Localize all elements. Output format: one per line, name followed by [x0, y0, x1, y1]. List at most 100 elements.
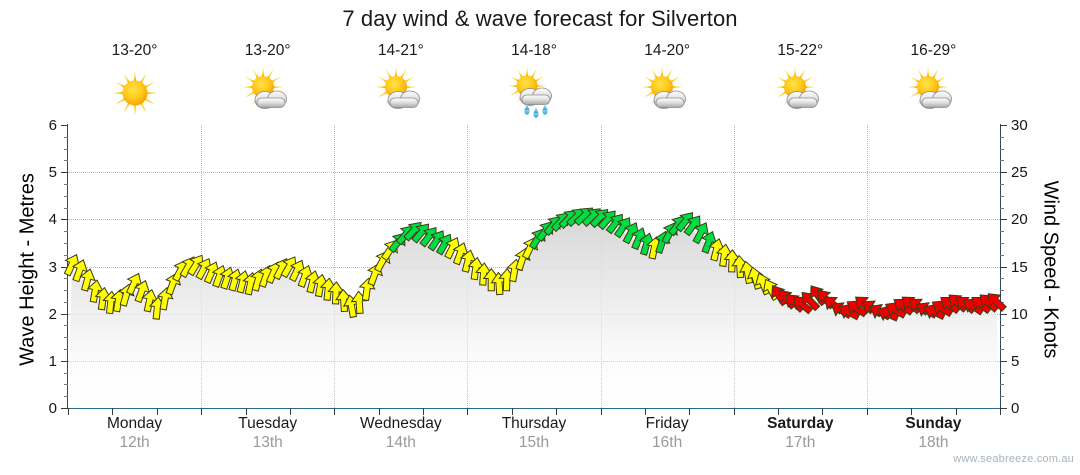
left-tick-label: 2: [48, 305, 57, 323]
series-layer: [63, 207, 1007, 408]
left-tick-label: 6: [48, 117, 57, 134]
gridline-horizontal: [68, 219, 1000, 221]
x-tick: [644, 408, 646, 415]
left-minor-tick: [64, 195, 68, 197]
left-tick-label: 1: [48, 352, 57, 370]
day-of-week: Wednesday: [360, 415, 442, 432]
day-of-month: 14th: [385, 434, 416, 451]
x-tick: [68, 408, 69, 415]
left-minor-tick: [64, 290, 68, 292]
right-tick-label: 20: [1011, 211, 1028, 229]
day-of-week: Saturday: [767, 415, 834, 432]
x-tick: [511, 408, 513, 415]
left-minor-tick: [64, 372, 68, 374]
day-of-week: Friday: [645, 415, 689, 432]
right-tick: [1000, 125, 1007, 126]
day-label-tuesday: Tuesday 13th: [198, 414, 338, 453]
left-minor-tick: [64, 325, 68, 327]
right-tick-label: 25: [1011, 164, 1028, 182]
x-tick: [822, 408, 824, 415]
partly-cloudy-icon: [863, 66, 1003, 124]
right-tick: [1000, 172, 1007, 174]
right-minor-tick: [1000, 396, 1004, 398]
partly-cloudy-icon: [730, 66, 870, 124]
right-minor-tick: [1000, 231, 1004, 233]
left-axis-title: Wave Height - Metres: [16, 173, 39, 366]
left-minor-tick: [64, 301, 68, 303]
sun-cloud-rain-icon: [464, 66, 604, 124]
day-label-friday: Friday 16th: [597, 414, 737, 453]
right-minor-tick: [1000, 207, 1004, 209]
partly-cloudy-icon: [331, 66, 471, 124]
watermark: www.seabreeze.com.au: [953, 453, 1074, 465]
right-tick-label: 30: [1011, 117, 1028, 134]
left-tick: [61, 172, 68, 174]
x-tick: [778, 408, 780, 415]
day-of-month: 16th: [652, 434, 683, 451]
left-tick-label: 3: [48, 258, 57, 276]
right-tick-label: 10: [1011, 305, 1028, 323]
gridline-vertical: [334, 125, 336, 408]
wind-arrow: [79, 268, 96, 292]
x-tick: [689, 408, 691, 415]
x-tick: [112, 408, 114, 415]
day-of-month: 15th: [518, 434, 550, 451]
day-label-wednesday: Wednesday 14th: [331, 414, 471, 453]
left-minor-tick: [64, 207, 68, 209]
right-tick: [1000, 266, 1007, 268]
right-minor-tick: [1000, 325, 1004, 327]
day-of-week: Tuesday: [238, 415, 298, 432]
x-tick: [1000, 408, 1001, 415]
left-tick: [61, 266, 68, 268]
right-tick: [1000, 313, 1007, 315]
right-tick: [1000, 360, 1007, 362]
day-label-saturday: Saturday 17th: [730, 414, 870, 453]
day-of-month: 13th: [252, 434, 283, 451]
day-of-month: 17th: [785, 434, 816, 451]
wind-arrow: [987, 293, 1007, 312]
left-tick-label: 5: [48, 164, 57, 182]
temperature-range-monday: 13-20°: [111, 42, 158, 59]
right-tick-label: 15: [1011, 258, 1028, 276]
right-tick: [1000, 219, 1007, 221]
left-minor-tick: [64, 160, 68, 162]
x-tick: [245, 408, 247, 415]
x-tick: [467, 408, 469, 415]
sunny-icon: [65, 66, 205, 124]
gridline-horizontal: [68, 172, 1000, 174]
temperature-range-thursday: 14-18°: [511, 42, 557, 59]
x-tick: [556, 408, 558, 415]
left-minor-tick: [64, 254, 68, 256]
day-of-week: Thursday: [501, 415, 567, 432]
right-minor-tick: [1000, 372, 1004, 374]
bottom-spine: [67, 408, 1001, 409]
right-axis-title: Wind Speed - Knots: [1039, 180, 1062, 359]
left-tick: [61, 313, 68, 315]
x-tick: [423, 408, 425, 415]
temperature-range-saturday: 15-22°: [777, 42, 824, 59]
left-minor-tick: [64, 183, 68, 185]
x-tick: [955, 408, 957, 415]
day-label-monday: Monday 12th: [65, 414, 205, 453]
left-tick: [61, 219, 68, 221]
day-of-month: 12th: [119, 434, 150, 451]
page-title: 7 day wind & wave forecast for Silverton: [342, 6, 738, 31]
partly-cloudy-icon: [597, 66, 737, 124]
x-tick: [289, 408, 291, 415]
plot-area: 0 1 2 3 4 5 6 0 5 10 15 20 25 30: [49, 118, 1028, 416]
right-tick-label: 0: [1011, 400, 1020, 417]
right-minor-tick: [1000, 384, 1004, 386]
x-tick: [600, 408, 602, 415]
x-tick: [733, 408, 735, 415]
left-minor-tick: [64, 337, 68, 339]
x-tick: [334, 408, 336, 415]
x-tick: [156, 408, 158, 415]
day-label-thursday: Thursday 15th: [464, 414, 604, 453]
right-minor-tick: [1000, 254, 1004, 256]
left-tick-label: 0: [48, 400, 57, 417]
wave-height-area: [68, 221, 1000, 408]
left-tick-label: 4: [48, 211, 57, 229]
partly-cloudy-icon: [198, 66, 338, 124]
wind-arrow-series: [63, 207, 1007, 322]
temperature-range-wednesday: 14-21°: [377, 42, 424, 59]
